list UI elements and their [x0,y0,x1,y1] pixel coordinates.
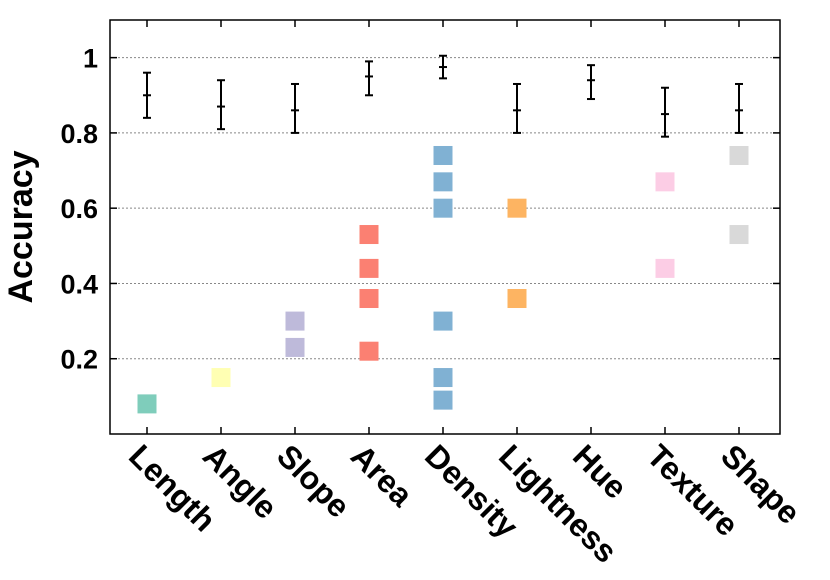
y-axis-label: Accuracy [2,150,40,303]
accuracy-square [359,258,379,278]
accuracy-square [433,172,453,192]
plot-frame [109,19,781,435]
accuracy-square [137,394,157,414]
y-axis-ticks: 0.2 0.4 0.6 0.8 1 [60,44,780,375]
y-tick-label: 1 [83,44,98,74]
y-tick-label: 0.4 [60,269,98,299]
accuracy-square [433,145,453,165]
error-bars [143,54,743,138]
y-tick-label: 0.6 [60,194,98,224]
accuracy-square [433,198,453,218]
accuracy-square [655,172,675,192]
y-tick-label: 0.8 [60,119,98,149]
accuracy-square [729,145,749,165]
accuracy-square [433,390,453,410]
accuracy-squares [137,145,749,414]
accuracy-square [507,198,527,218]
accuracy-square [285,337,305,357]
accuracy-square [433,311,453,331]
accuracy-square [433,368,453,388]
accuracy-square [359,225,379,245]
accuracy-square [211,368,231,388]
accuracy-square [359,341,379,361]
accuracy-square [729,225,749,245]
accuracy-square [655,258,675,278]
x-tick-label: Area [344,437,420,513]
x-tick-label: Slope [270,437,357,524]
accuracy-square [285,311,305,331]
accuracy-square [359,289,379,309]
y-tick-label: 0.2 [60,345,98,375]
accuracy-square [507,289,527,309]
